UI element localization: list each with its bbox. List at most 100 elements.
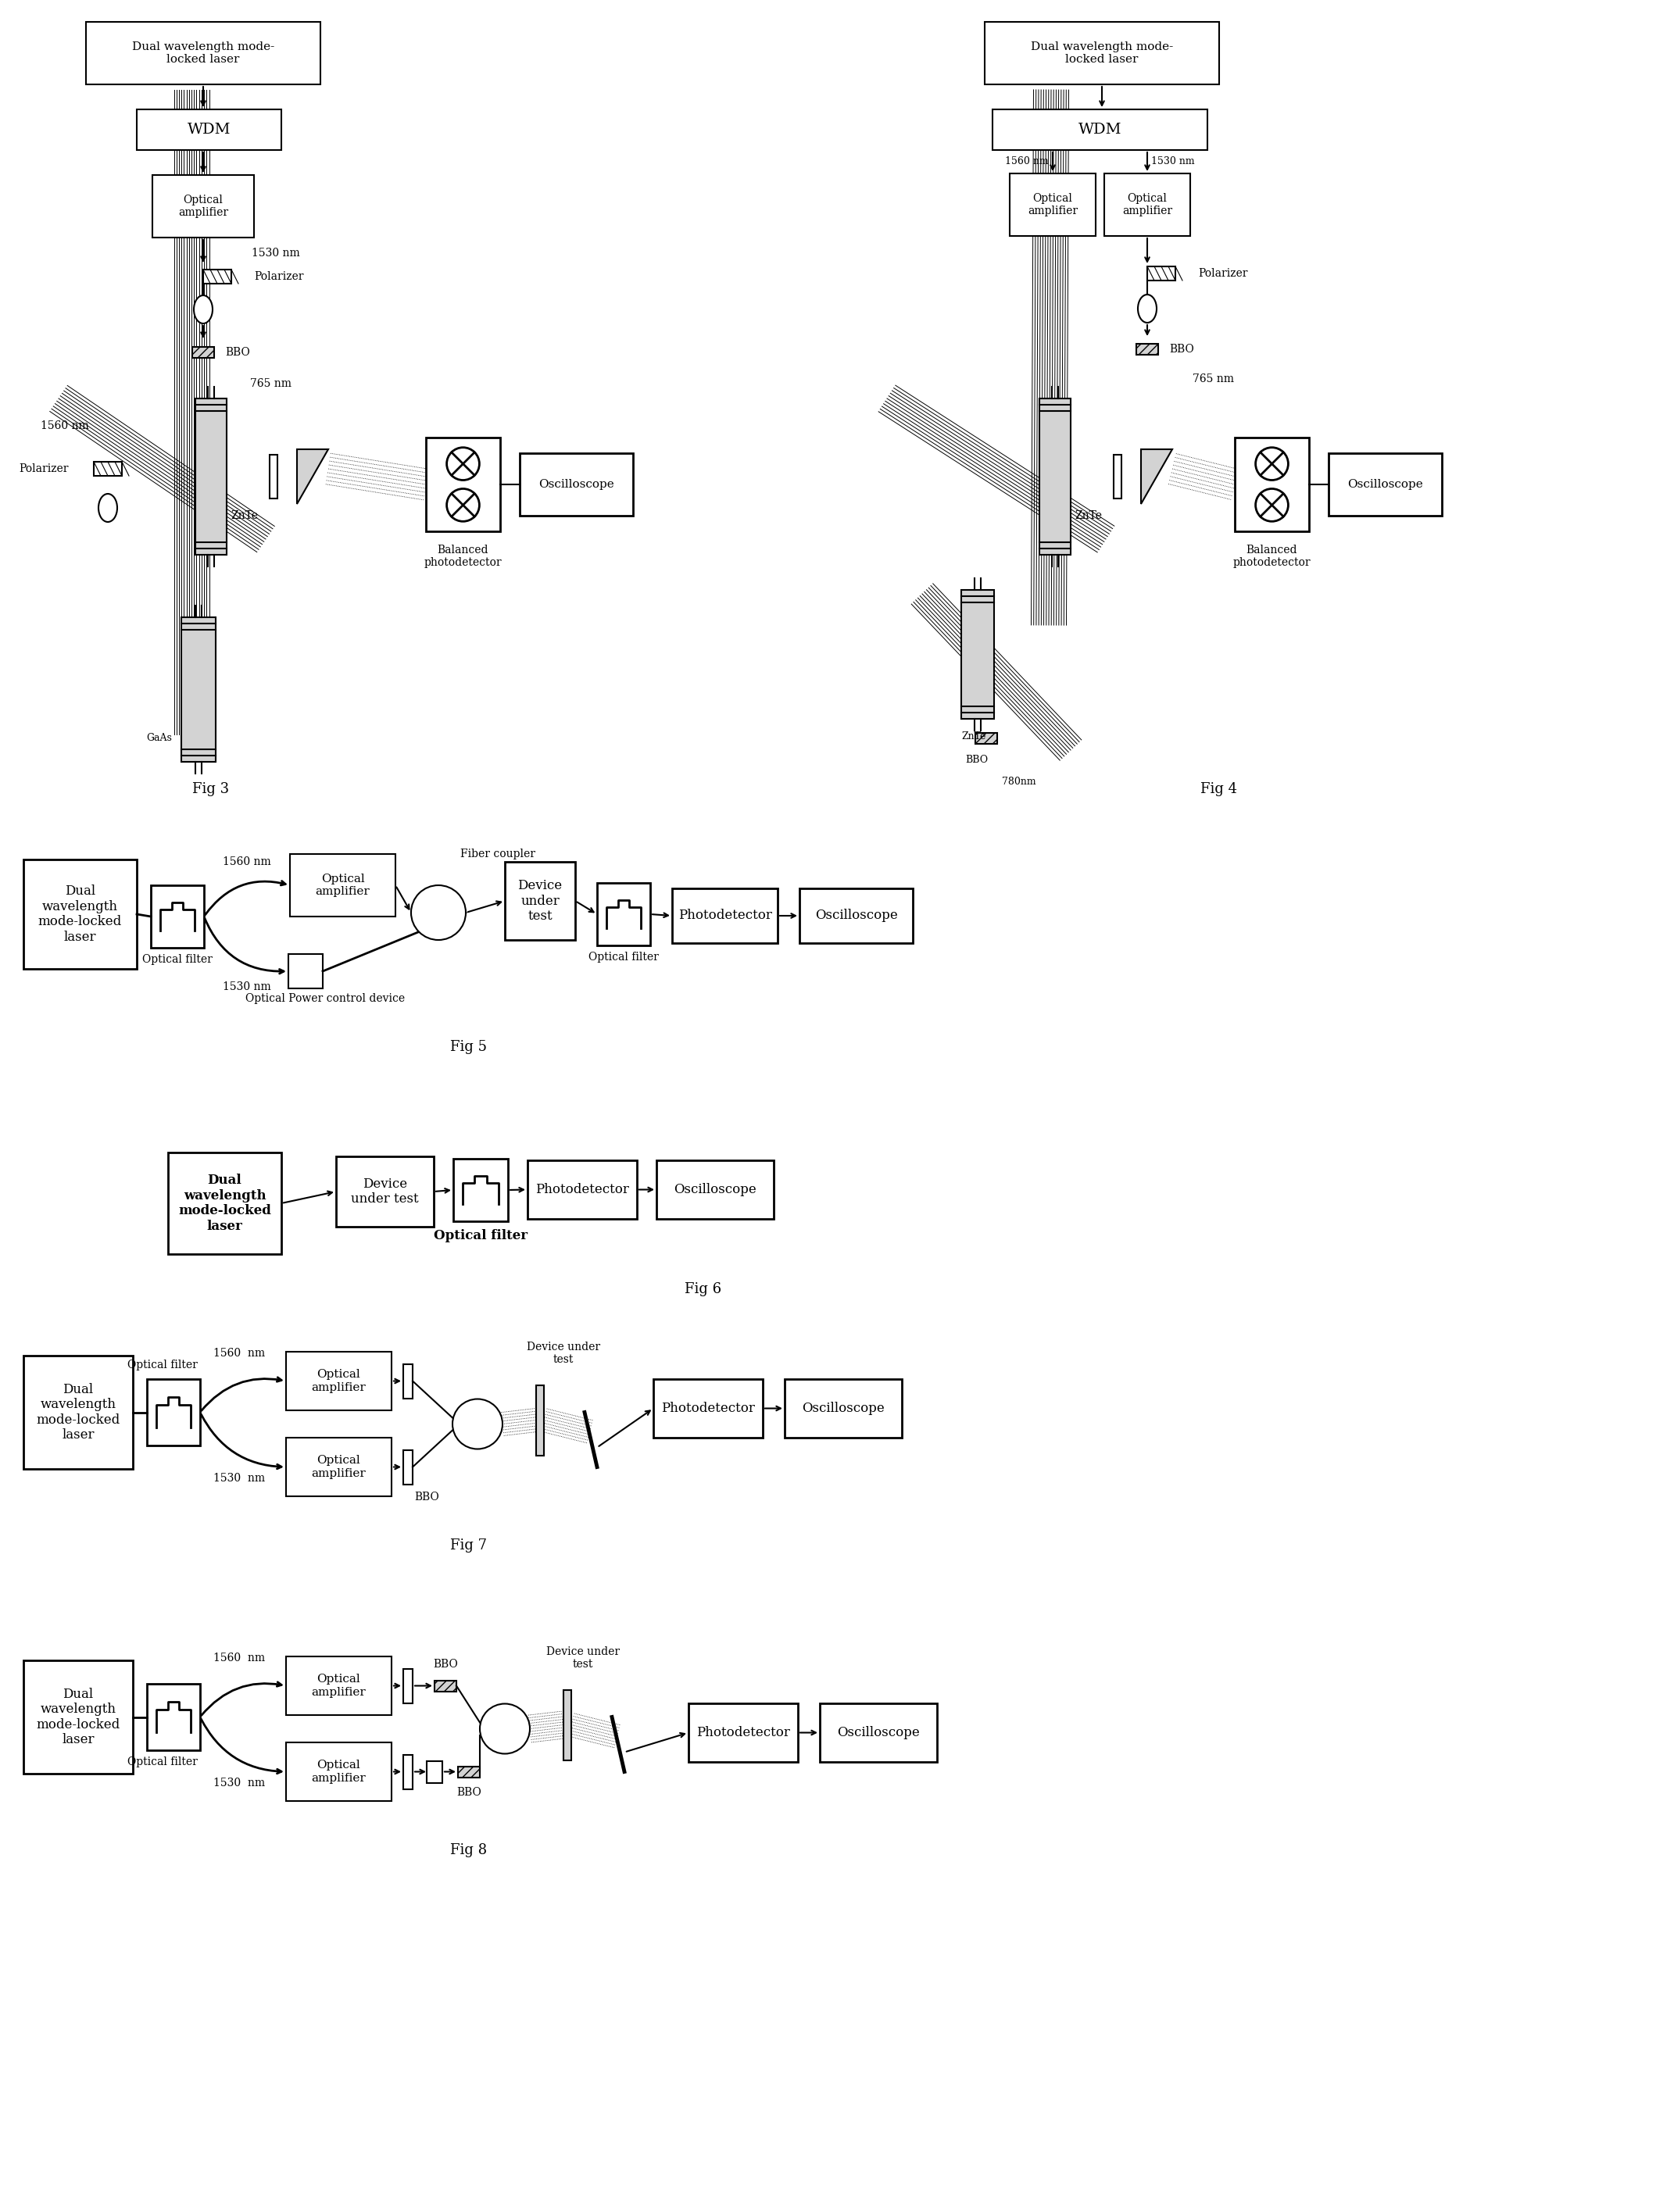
Bar bbox=[975, 732, 997, 743]
Circle shape bbox=[452, 1398, 502, 1449]
Text: Optical Power control device: Optical Power control device bbox=[245, 993, 404, 1004]
Bar bbox=[23, 1356, 132, 1469]
Bar bbox=[992, 108, 1207, 150]
Circle shape bbox=[480, 1703, 530, 1754]
Text: BBO: BBO bbox=[1169, 343, 1194, 354]
Text: Fig 3: Fig 3 bbox=[192, 783, 230, 796]
Text: 1530 nm: 1530 nm bbox=[252, 248, 300, 259]
Bar bbox=[1136, 343, 1158, 354]
Bar bbox=[505, 863, 575, 940]
Bar bbox=[152, 175, 253, 237]
Text: Optical
amplifier: Optical amplifier bbox=[311, 1369, 366, 1394]
Text: Dual
wavelength
mode-locked
laser: Dual wavelength mode-locked laser bbox=[179, 1175, 272, 1232]
Polygon shape bbox=[1141, 449, 1172, 504]
Text: Oscilloscope: Oscilloscope bbox=[538, 480, 614, 489]
Text: BBO: BBO bbox=[434, 1659, 457, 1670]
Bar bbox=[656, 1161, 773, 1219]
Text: Optical filter: Optical filter bbox=[128, 1756, 197, 1767]
Text: Device under
test: Device under test bbox=[546, 1646, 619, 1670]
Text: 1560 nm: 1560 nm bbox=[1005, 157, 1048, 166]
Bar bbox=[94, 462, 123, 476]
Polygon shape bbox=[563, 1690, 571, 1761]
Text: Optical
amplifier: Optical amplifier bbox=[1123, 192, 1172, 217]
Text: 1530 nm: 1530 nm bbox=[1151, 157, 1194, 166]
Text: Oscilloscope: Oscilloscope bbox=[815, 909, 898, 922]
Text: Fig 8: Fig 8 bbox=[450, 1843, 487, 1858]
Bar bbox=[689, 1703, 798, 1763]
Text: Optical filter: Optical filter bbox=[588, 951, 659, 962]
Text: Device
under
test: Device under test bbox=[518, 878, 563, 922]
Bar bbox=[654, 1378, 763, 1438]
Bar bbox=[151, 885, 204, 947]
Text: 765 nm: 765 nm bbox=[1192, 374, 1234, 385]
Text: GaAs: GaAs bbox=[146, 734, 172, 743]
Text: Oscilloscope: Oscilloscope bbox=[836, 1725, 919, 1739]
Bar bbox=[1113, 456, 1121, 498]
Text: Fig 4: Fig 4 bbox=[1201, 783, 1237, 796]
Text: 1530  nm: 1530 nm bbox=[214, 1778, 265, 1790]
Text: Photodetector: Photodetector bbox=[697, 1725, 790, 1739]
Text: Optical
amplifier: Optical amplifier bbox=[311, 1761, 366, 1783]
Text: Oscilloscope: Oscilloscope bbox=[1348, 480, 1423, 489]
Text: Polarizer: Polarizer bbox=[20, 462, 70, 473]
Text: Optical filter: Optical filter bbox=[434, 1228, 528, 1241]
Bar bbox=[23, 1661, 132, 1774]
Bar bbox=[167, 1152, 282, 1254]
Bar bbox=[1235, 438, 1308, 531]
Text: Dual wavelength mode-
locked laser: Dual wavelength mode- locked laser bbox=[132, 42, 275, 64]
Bar bbox=[23, 860, 137, 969]
Text: Balanced
photodetector: Balanced photodetector bbox=[1234, 544, 1312, 568]
Circle shape bbox=[1255, 489, 1288, 522]
Text: Fiber coupler: Fiber coupler bbox=[460, 849, 535, 860]
Text: WDM: WDM bbox=[187, 122, 230, 137]
Bar bbox=[404, 1365, 412, 1398]
Bar bbox=[286, 1438, 391, 1495]
Bar bbox=[960, 591, 994, 719]
Text: Balanced
photodetector: Balanced photodetector bbox=[424, 544, 502, 568]
Bar bbox=[785, 1378, 903, 1438]
Bar bbox=[598, 883, 651, 945]
Text: Oscilloscope: Oscilloscope bbox=[802, 1402, 884, 1416]
Text: Optical
amplifier: Optical amplifier bbox=[311, 1674, 366, 1697]
Circle shape bbox=[411, 885, 465, 940]
Text: Oscilloscope: Oscilloscope bbox=[674, 1183, 757, 1197]
Bar bbox=[147, 1683, 200, 1750]
Bar bbox=[204, 270, 232, 283]
Text: Optical
amplifier: Optical amplifier bbox=[311, 1455, 366, 1480]
Ellipse shape bbox=[194, 296, 212, 323]
Text: 1560  nm: 1560 nm bbox=[214, 1652, 265, 1663]
Bar bbox=[427, 1761, 442, 1783]
Text: 1530  nm: 1530 nm bbox=[214, 1473, 265, 1484]
Bar bbox=[336, 1157, 434, 1228]
Text: WDM: WDM bbox=[1078, 122, 1121, 137]
Bar bbox=[1040, 398, 1071, 555]
Bar bbox=[286, 1657, 391, 1714]
Polygon shape bbox=[296, 449, 328, 504]
Text: ZnTe: ZnTe bbox=[962, 730, 985, 741]
Bar bbox=[426, 438, 500, 531]
Bar bbox=[459, 1765, 480, 1776]
Bar bbox=[147, 1378, 200, 1444]
Bar bbox=[288, 953, 323, 989]
Bar bbox=[286, 1743, 391, 1801]
Bar bbox=[454, 1159, 508, 1221]
Bar bbox=[434, 1681, 457, 1692]
Text: BBO: BBO bbox=[965, 754, 989, 765]
Text: Device under
test: Device under test bbox=[527, 1340, 599, 1365]
Text: 1560  nm: 1560 nm bbox=[214, 1347, 265, 1358]
Bar bbox=[1148, 265, 1176, 281]
Bar bbox=[86, 22, 320, 84]
Text: 1560 nm: 1560 nm bbox=[224, 856, 272, 867]
Text: Photodetector: Photodetector bbox=[535, 1183, 629, 1197]
Text: Polarizer: Polarizer bbox=[253, 272, 303, 283]
Bar bbox=[1105, 173, 1191, 237]
Text: 765 nm: 765 nm bbox=[250, 378, 291, 389]
Text: Optical filter: Optical filter bbox=[128, 1360, 197, 1371]
Text: Polarizer: Polarizer bbox=[1197, 268, 1247, 279]
Bar bbox=[672, 889, 778, 942]
Text: Photodetector: Photodetector bbox=[661, 1402, 755, 1416]
Bar bbox=[528, 1161, 638, 1219]
Text: Optical
amplifier: Optical amplifier bbox=[179, 195, 229, 219]
Bar bbox=[800, 889, 912, 942]
Text: Fig 5: Fig 5 bbox=[450, 1040, 487, 1055]
